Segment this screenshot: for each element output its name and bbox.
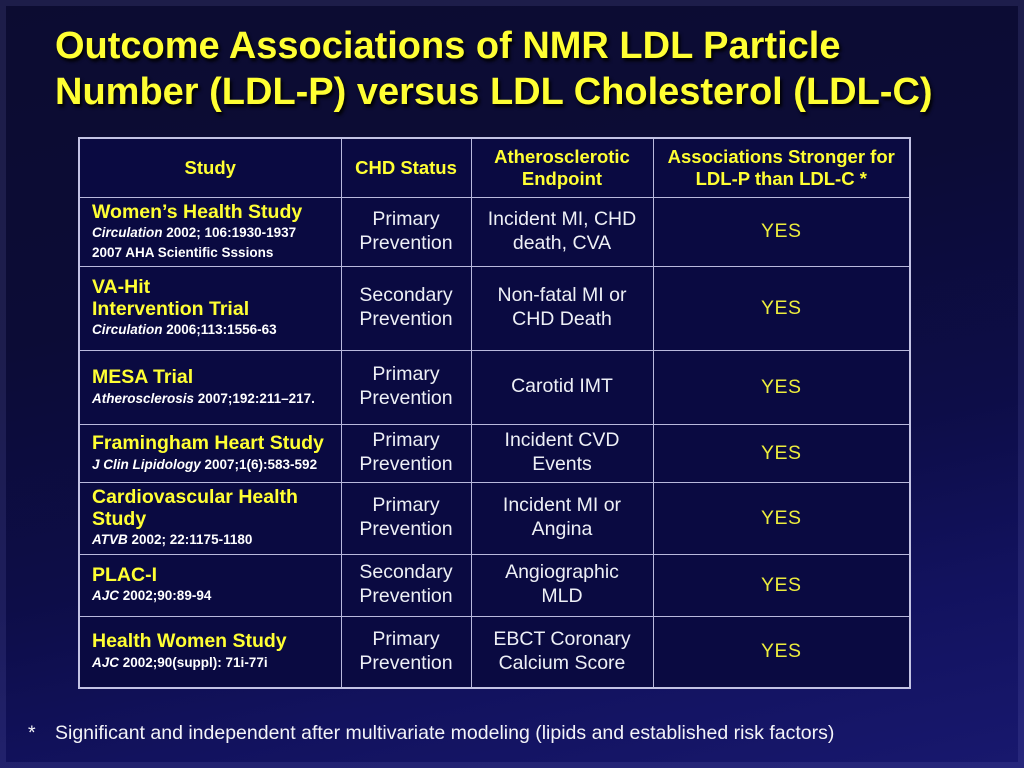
column-header-study: Study <box>78 137 342 198</box>
column-header-atherosclerotic-endpoint: Atherosclerotic Endpoint <box>470 137 654 198</box>
citation-line: AJC 2002;90(suppl): 71i-77i <box>92 655 268 671</box>
study-name: PLAC-I <box>92 563 157 586</box>
citation-line: 2007 AHA Scientific Sssions <box>92 244 274 260</box>
association-value: YES <box>760 375 802 398</box>
citation-journal: Atherosclerosis <box>92 390 195 406</box>
study-citations: AJC 2002;90:89-94 <box>92 587 335 605</box>
association-cell: YES <box>652 196 911 267</box>
endpoint-cell: Incident MI or Angina <box>470 481 654 555</box>
table-row: PLAC-I AJC 2002;90:89-94 Secondary Preve… <box>78 553 911 617</box>
study-name: VA-Hit Intervention Trial <box>92 275 250 320</box>
column-header-associations-stronger: Associations Stronger for LDL-P than LDL… <box>652 137 911 198</box>
endpoint-cell: EBCT Coronary Calcium Score <box>470 615 654 689</box>
header-row: Study CHD Status Atherosclerotic Endpoin… <box>78 137 911 198</box>
citation-journal: Circulation <box>92 322 163 338</box>
study-cell: Framingham Heart Study J Clin Lipidology… <box>78 423 342 483</box>
footnote: * Significant and independent after mult… <box>28 722 988 745</box>
endpoint-cell: Non-fatal MI or CHD Death <box>470 265 654 351</box>
citation-line: J Clin Lipidology 2007;1(6):583-592 <box>92 456 318 472</box>
endpoint-cell: Incident MI, CHD death, CVA <box>470 196 654 267</box>
footnote-asterisk: * <box>28 722 36 744</box>
association-value: YES <box>760 220 802 243</box>
citation-journal: ATVB <box>92 532 128 548</box>
association-value: YES <box>760 506 802 529</box>
study-citations: AJC 2002;90(suppl): 71i-77i <box>92 654 335 672</box>
citation-journal: AJC <box>92 655 120 671</box>
association-cell: YES <box>652 615 911 689</box>
association-cell: YES <box>652 553 911 617</box>
association-cell: YES <box>652 349 911 425</box>
citation-journal: Circulation <box>92 225 163 241</box>
chd-status-cell: Secondary Prevention <box>340 265 472 351</box>
citation-journal: AJC <box>92 588 120 604</box>
association-value: YES <box>760 640 802 663</box>
chd-status-cell: Secondary Prevention <box>340 553 472 617</box>
endpoint-cell: Carotid IMT <box>470 349 654 425</box>
association-cell: YES <box>652 265 911 351</box>
table-row: MESA Trial Atherosclerosis 2007;192:211–… <box>78 349 911 425</box>
study-name: Women’s Health Study <box>92 200 303 223</box>
chd-status-cell: Primary Prevention <box>340 349 472 425</box>
study-citations: J Clin Lipidology 2007;1(6):583-592 <box>92 456 335 474</box>
chd-status-cell: Primary Prevention <box>340 423 472 483</box>
table-row: Health Women Study AJC 2002;90(suppl): 7… <box>78 615 911 689</box>
column-header-chd-status: CHD Status <box>340 137 472 198</box>
study-citations: ATVB 2002; 22:1175-1180 <box>92 531 335 549</box>
study-cell: VA-Hit Intervention Trial Circulation 20… <box>78 265 342 351</box>
study-cell: Women’s Health Study Circulation 2002; 1… <box>78 196 342 267</box>
table-header: Study CHD Status Atherosclerotic Endpoin… <box>78 137 911 198</box>
study-name: Framingham Heart Study <box>92 431 324 454</box>
study-name: MESA Trial <box>92 365 194 388</box>
table-row: Women’s Health Study Circulation 2002; 1… <box>78 196 911 267</box>
study-cell: PLAC-I AJC 2002;90:89-94 <box>78 553 342 617</box>
citation-journal: J Clin Lipidology <box>92 456 201 472</box>
chd-status-cell: Primary Prevention <box>340 615 472 689</box>
study-citations: Circulation 2002; 106:1930-1937 2007 AHA … <box>92 224 335 261</box>
outcome-associations-table: Study CHD Status Atherosclerotic Endpoin… <box>78 137 911 690</box>
outcome-associations-table-wrap: Study CHD Status Atherosclerotic Endpoin… <box>78 137 911 690</box>
table-row: Framingham Heart Study J Clin Lipidology… <box>78 423 911 483</box>
citation-line: ATVB 2002; 22:1175-1180 <box>92 532 253 548</box>
study-cell: Cardiovascular Health Study ATVB 2002; 2… <box>78 481 342 555</box>
study-citations: Circulation 2006;113:1556-63 <box>92 321 335 339</box>
footnote-text: Significant and independent after multiv… <box>55 722 835 744</box>
table-row: Cardiovascular Health Study ATVB 2002; 2… <box>78 481 911 555</box>
study-citations: Atherosclerosis 2007;192:211–217. <box>92 390 335 408</box>
slide-title: Outcome Associations of NMR LDL Particle… <box>55 25 933 113</box>
citation-line: Circulation 2002; 106:1930-1937 <box>92 225 297 241</box>
association-value: YES <box>760 296 802 319</box>
study-name: Cardiovascular Health Study <box>92 485 298 530</box>
endpoint-cell: Angiographic MLD <box>470 553 654 617</box>
endpoint-cell: Incident CVD Events <box>470 423 654 483</box>
citation-line: AJC 2002;90:89-94 <box>92 588 212 604</box>
association-cell: YES <box>652 423 911 483</box>
table-body: Women’s Health Study Circulation 2002; 1… <box>78 196 911 689</box>
citation-line: Atherosclerosis 2007;192:211–217. <box>92 390 315 406</box>
association-value: YES <box>760 441 802 464</box>
chd-status-cell: Primary Prevention <box>340 196 472 267</box>
study-cell: MESA Trial Atherosclerosis 2007;192:211–… <box>78 349 342 425</box>
association-value: YES <box>760 573 802 596</box>
association-cell: YES <box>652 481 911 555</box>
citation-line: Circulation 2006;113:1556-63 <box>92 322 277 338</box>
study-name: Health Women Study <box>92 630 287 653</box>
table-row: VA-Hit Intervention Trial Circulation 20… <box>78 265 911 351</box>
study-cell: Health Women Study AJC 2002;90(suppl): 7… <box>78 615 342 689</box>
chd-status-cell: Primary Prevention <box>340 481 472 555</box>
